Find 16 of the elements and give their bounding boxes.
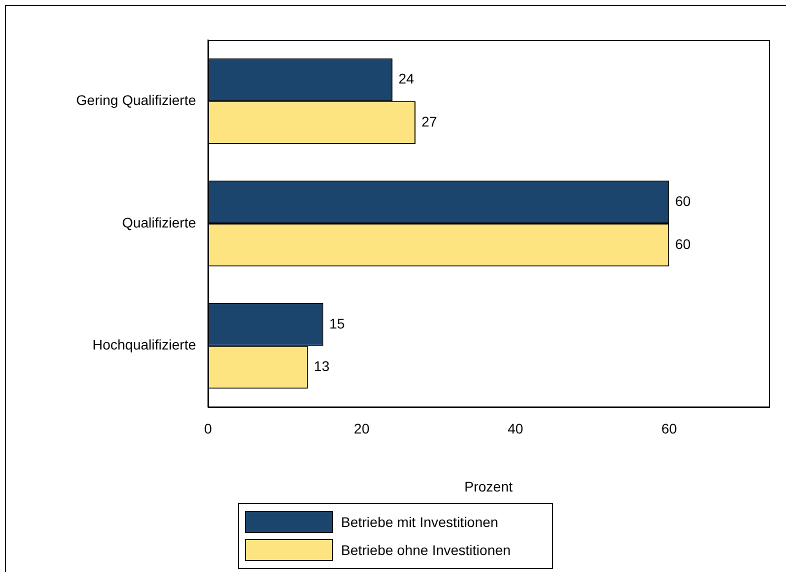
text: Betriebe mit Investitionen [341, 514, 498, 530]
x-tick-label: 0 [204, 420, 212, 436]
data-label: 60 [675, 236, 691, 252]
data-label: 15 [329, 315, 346, 332]
data-label: 60 [675, 192, 691, 209]
y-tick-label: Qualifizierte [122, 214, 196, 230]
text: Betriebe ohne Investitionen [341, 542, 511, 558]
x-axis-title: Prozent [464, 478, 513, 494]
data-label: 13 [314, 358, 330, 374]
x-tick-label: 60 [661, 420, 678, 436]
y-tick-label: Gering Qualifizierte [76, 92, 196, 108]
y-tick-label: Hochqualifizierte [92, 336, 196, 353]
data-label: 27 [421, 113, 438, 130]
data-label: 24 [398, 70, 414, 87]
x-tick-label: 40 [508, 420, 524, 436]
x-tick-label: 20 [354, 420, 370, 436]
